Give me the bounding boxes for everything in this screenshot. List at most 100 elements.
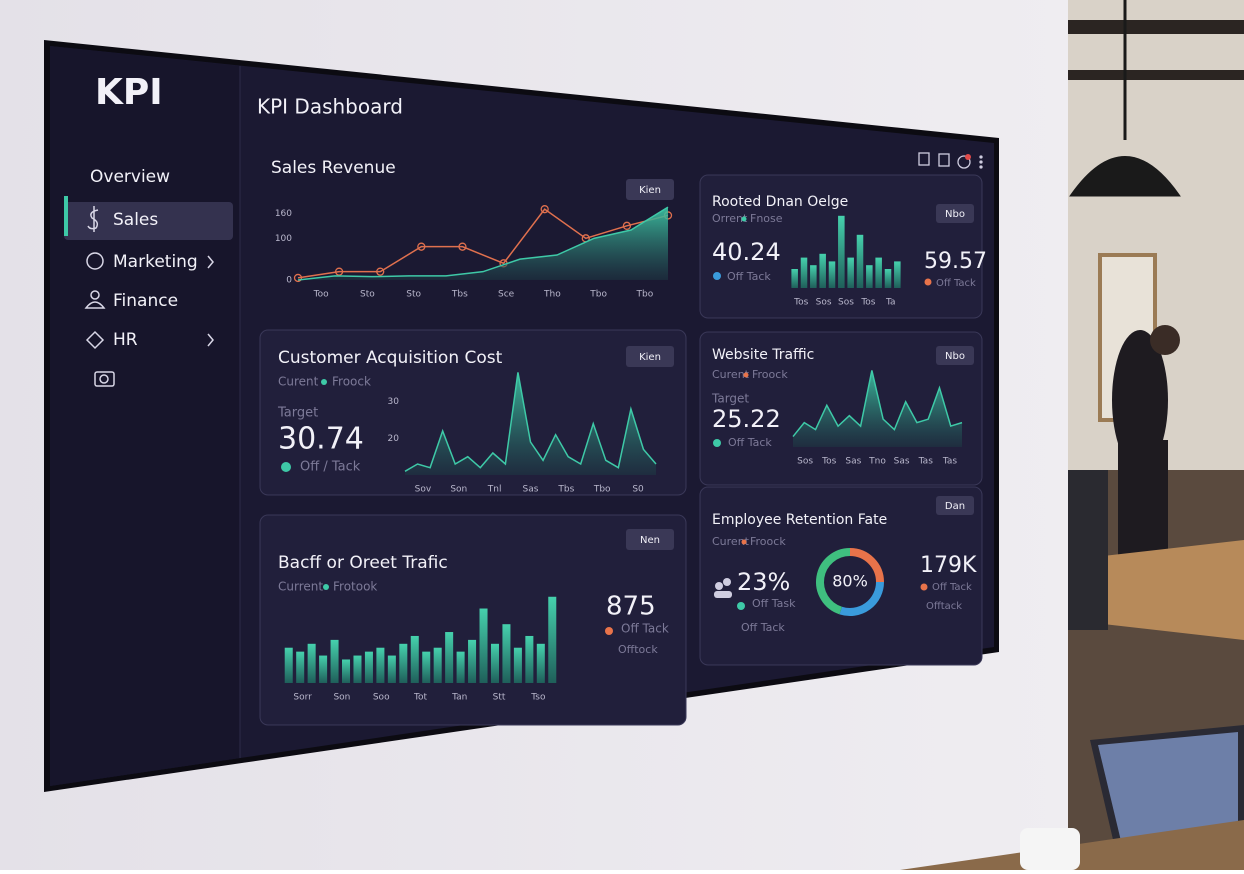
nav-item[interactable]: Overview: [90, 167, 170, 187]
dot: [741, 539, 747, 545]
bar: [387, 655, 396, 683]
area-line: [792, 370, 963, 438]
area-line: [404, 372, 657, 472]
bar: [548, 596, 557, 683]
x-tick-label: Sas: [894, 457, 910, 467]
bar: [353, 655, 362, 683]
card-subtitle: Curent: [278, 375, 319, 389]
y-tick-label: 100: [275, 234, 292, 244]
kpi-value: 25.22: [712, 405, 781, 433]
x-tick-label: Tas: [918, 457, 934, 467]
x-tick-label: Sorr: [293, 693, 312, 703]
x-tick-label: Tnl: [487, 485, 502, 495]
toolbar-icons[interactable]: [918, 152, 983, 169]
x-tick-label: Sas: [845, 457, 861, 467]
button-label[interactable]: Kien: [639, 185, 661, 196]
bar: [828, 261, 836, 288]
kpi-label: Off Tack: [728, 436, 772, 449]
nav-item[interactable]: Sales: [113, 210, 158, 230]
line: [297, 206, 669, 281]
y-tick-label: 20: [388, 434, 400, 444]
dot: [281, 462, 291, 472]
bar: [445, 632, 454, 683]
card-subtitle: Froock: [332, 375, 371, 389]
nav-item[interactable]: HR: [113, 330, 138, 350]
dot: [924, 278, 932, 286]
card-subtitle: Froock: [752, 368, 788, 381]
button-label[interactable]: Dan: [945, 501, 965, 512]
bar: [894, 261, 901, 288]
donut-segment: [816, 548, 851, 615]
dot: [605, 627, 613, 635]
kpi-value: 30.74: [278, 422, 364, 457]
button-label[interactable]: Nbo: [945, 351, 965, 362]
button-label[interactable]: Nbo: [945, 209, 965, 220]
bar: [284, 647, 293, 683]
x-tick-label: Son: [450, 485, 467, 495]
area: [405, 372, 656, 475]
x-tick-label: Sos: [838, 298, 854, 308]
point: [376, 267, 385, 276]
bar: [410, 635, 419, 683]
button[interactable]: [626, 346, 674, 367]
x-tick-label: Sos: [797, 457, 813, 467]
kpi-note: Offtock: [618, 643, 658, 656]
dot: [741, 216, 747, 222]
bar: [296, 651, 305, 683]
nav-item[interactable]: Marketing: [113, 252, 198, 272]
button[interactable]: [626, 179, 674, 200]
button-label[interactable]: Kien: [639, 352, 661, 363]
card-subtitle: Curent: [712, 535, 750, 548]
bar: [856, 234, 864, 288]
bar: [875, 257, 882, 288]
dot: [713, 439, 721, 447]
card-subtitle: Fnose: [750, 212, 783, 225]
bar: [536, 643, 545, 683]
point: [334, 267, 344, 276]
stat-value: 179K: [920, 553, 977, 578]
logo: KPI: [95, 72, 163, 113]
stat-value: 40.24: [712, 238, 781, 266]
x-tick-label: Soo: [373, 693, 390, 703]
nav-item[interactable]: Finance: [113, 291, 178, 311]
button[interactable]: [936, 346, 974, 365]
card-title: Rooted Dnan Oelge: [712, 194, 848, 210]
sidebar: [50, 46, 240, 786]
point: [417, 242, 426, 251]
button[interactable]: [936, 496, 974, 515]
bar: [342, 659, 351, 683]
x-tick-label: S0: [632, 485, 644, 495]
nav-active: [64, 202, 233, 240]
card-title: Bacff or Oreet Trafic: [278, 553, 448, 573]
stat-label: Off Tack: [932, 582, 972, 593]
x-tick-label: Tot: [413, 693, 427, 703]
card: [259, 329, 687, 496]
button[interactable]: [626, 529, 674, 550]
office: [900, 0, 1244, 870]
card-subtitle: Froock: [750, 535, 786, 548]
y-tick-label: 30: [388, 397, 400, 407]
people-icon: [714, 578, 732, 598]
bar: [307, 643, 316, 683]
card-title: Website Traffic: [712, 347, 814, 363]
x-tick-label: Tso: [530, 693, 546, 703]
button-label[interactable]: Nen: [640, 535, 660, 546]
stat-note: Offtack: [926, 601, 962, 612]
stat-label: Off Task: [752, 597, 796, 610]
stat-note: Off Tack: [741, 621, 785, 634]
card-subtitle: Frotook: [333, 580, 377, 594]
stat-label: Off Tack: [727, 270, 771, 283]
button[interactable]: [936, 204, 974, 223]
donut-segment: [849, 548, 884, 583]
bar: [479, 608, 488, 683]
card-title: Employee Retention Fate: [712, 512, 887, 528]
bar: [819, 253, 826, 288]
area: [298, 207, 668, 280]
nav-icons: [84, 206, 214, 387]
x-tick-label: Too: [313, 290, 329, 300]
bar: [791, 269, 798, 288]
x-tick-label: Tbs: [451, 290, 468, 300]
kpi-label: Off / Tack: [300, 460, 361, 475]
stat-value: 23%: [737, 568, 790, 596]
